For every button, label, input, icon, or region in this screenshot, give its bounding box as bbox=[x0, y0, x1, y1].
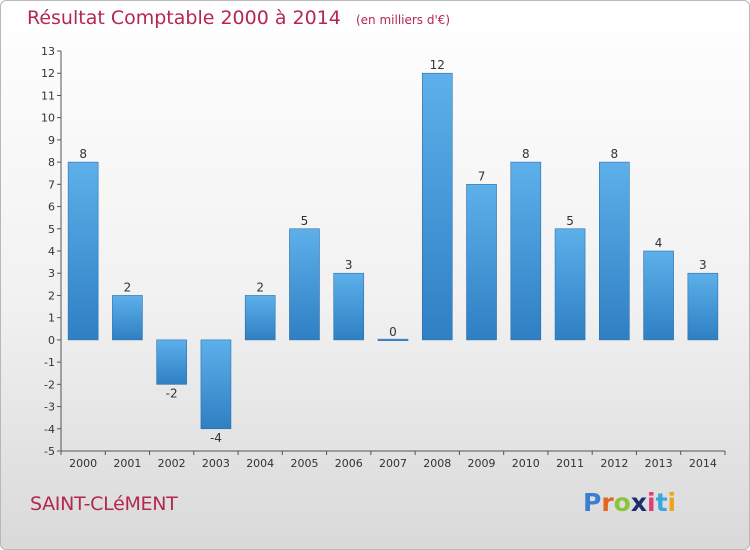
y-tick-label: -5 bbox=[44, 445, 55, 458]
y-tick-label: -1 bbox=[44, 356, 55, 369]
bar bbox=[244, 295, 276, 341]
x-tick-label: 2003 bbox=[202, 457, 230, 470]
y-tick-label: 7 bbox=[48, 178, 55, 191]
x-tick-label: 2006 bbox=[335, 457, 363, 470]
chart-title: Résultat Comptable 2000 à 2014 bbox=[27, 7, 341, 29]
data-label: 8 bbox=[611, 147, 619, 161]
x-tick-label: 2014 bbox=[689, 457, 717, 470]
y-tick-label: 2 bbox=[48, 289, 55, 302]
logo-letter: r bbox=[601, 488, 614, 517]
data-label: 8 bbox=[79, 147, 87, 161]
y-tick-label: -2 bbox=[44, 378, 55, 391]
x-tick-label: 2012 bbox=[600, 457, 628, 470]
data-label: 7 bbox=[478, 169, 486, 183]
x-tick-label: 2007 bbox=[379, 457, 407, 470]
data-label: 2 bbox=[124, 280, 132, 294]
bar bbox=[289, 228, 320, 341]
chart-subtitle: (en milliers d'€) bbox=[355, 13, 451, 27]
y-tick-label: 0 bbox=[48, 334, 55, 347]
city-name: SAINT-CLéMENT bbox=[30, 493, 178, 515]
y-tick-label: 10 bbox=[41, 112, 55, 125]
y-tick-label: 12 bbox=[41, 67, 55, 80]
proxiti-logo[interactable]: Proxiti bbox=[583, 488, 676, 517]
bar bbox=[67, 161, 99, 341]
x-tick-label: 2000 bbox=[69, 457, 97, 470]
y-tick-label: 5 bbox=[48, 223, 55, 236]
data-label: -2 bbox=[166, 386, 178, 400]
data-label: 5 bbox=[566, 214, 574, 228]
logo-letter: x bbox=[630, 488, 647, 517]
bar bbox=[510, 161, 542, 341]
data-label: 3 bbox=[699, 258, 707, 272]
x-tick-label: 2011 bbox=[556, 457, 584, 470]
x-tick-label: 2013 bbox=[645, 457, 673, 470]
bar bbox=[333, 272, 365, 341]
bar bbox=[200, 339, 232, 430]
y-tick-label: 13 bbox=[41, 45, 55, 58]
bar bbox=[156, 339, 187, 385]
bar bbox=[599, 161, 630, 341]
y-tick-label: 8 bbox=[48, 156, 55, 169]
bar bbox=[554, 228, 586, 341]
data-label: 0 bbox=[389, 325, 397, 339]
data-label: 3 bbox=[345, 258, 353, 272]
bar bbox=[687, 272, 719, 341]
x-tick-label: 2001 bbox=[113, 457, 141, 470]
data-label: 2 bbox=[256, 280, 264, 294]
logo-letter: t bbox=[655, 488, 668, 517]
x-tick-label: 2009 bbox=[468, 457, 496, 470]
chart-title-block: Résultat Comptable 2000 à 2014 (en milli… bbox=[27, 7, 450, 29]
bar bbox=[421, 72, 453, 341]
data-label: 4 bbox=[655, 236, 663, 250]
y-tick-label: 6 bbox=[48, 201, 55, 214]
x-tick-label: 2005 bbox=[290, 457, 318, 470]
logo-letter: P bbox=[583, 488, 602, 517]
y-tick-label: -4 bbox=[44, 423, 55, 436]
y-tick-label: 9 bbox=[48, 134, 55, 147]
bar bbox=[466, 184, 497, 341]
bar bbox=[112, 295, 143, 341]
bar bbox=[377, 338, 409, 341]
data-label: -4 bbox=[210, 431, 222, 445]
y-tick-label: 1 bbox=[48, 312, 55, 325]
bar bbox=[643, 250, 674, 341]
y-tick-label: -3 bbox=[44, 401, 55, 414]
logo-letter: o bbox=[613, 488, 631, 517]
logo-letter: i bbox=[647, 488, 656, 517]
x-tick-label: 2002 bbox=[158, 457, 186, 470]
y-tick-label: 3 bbox=[48, 267, 55, 280]
data-label: 8 bbox=[522, 147, 530, 161]
x-tick-label: 2004 bbox=[246, 457, 274, 470]
x-tick-label: 2008 bbox=[423, 457, 451, 470]
logo-letter: i bbox=[667, 488, 677, 517]
y-tick-label: 4 bbox=[48, 245, 55, 258]
x-tick-label: 2010 bbox=[512, 457, 540, 470]
y-tick-label: 11 bbox=[41, 89, 55, 102]
data-label: 5 bbox=[301, 214, 309, 228]
data-label: 12 bbox=[430, 58, 445, 72]
